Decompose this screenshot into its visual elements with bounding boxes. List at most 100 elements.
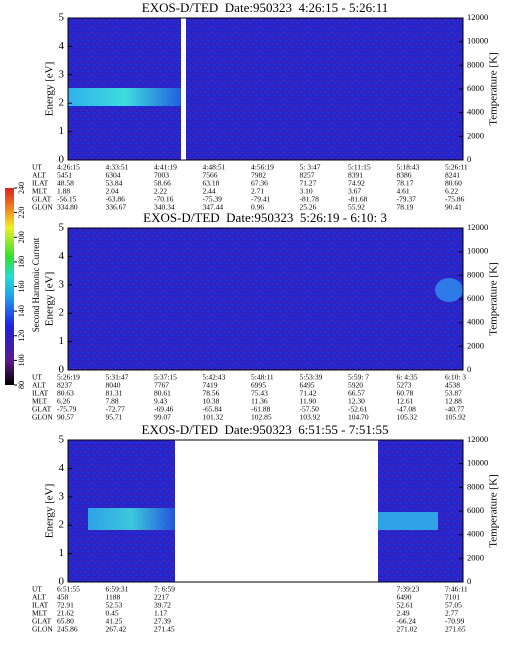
ephemeris-label: ILAT: [32, 601, 49, 610]
ephemeris-value: 7566: [203, 171, 218, 180]
ephemeris-value: 5:26:19: [57, 373, 80, 382]
y2-tick-label: 2000: [467, 552, 484, 562]
ephemeris-value: 71.27: [300, 179, 317, 188]
y-tick-label: 0: [59, 576, 65, 588]
colorbar-tick-label: 220: [17, 207, 26, 219]
colorbar-tick-label: 120: [17, 330, 26, 342]
ephemeris-value: 80.61: [154, 389, 171, 398]
ephemeris-value: 105.92: [445, 413, 466, 422]
ephemeris-value: 6.22: [445, 187, 458, 196]
y-tick-label: 3: [59, 490, 65, 502]
ephemeris-value: 21.62: [57, 609, 74, 618]
ephemeris-value: 2.49: [397, 609, 410, 618]
ephemeris-value: 4:41:19: [154, 163, 177, 172]
ephemeris-value: 7:39:23: [397, 585, 420, 594]
ephemeris-value: 10.38: [203, 397, 220, 406]
ephemeris-value: 7982: [251, 171, 266, 180]
ephemeris-value: 99.07: [154, 413, 171, 422]
ephemeris-value: 66.57: [348, 389, 365, 398]
ephemeris-value: 78.19: [397, 203, 414, 212]
ephemeris-value: 5:37:15: [154, 373, 177, 382]
ephemeris-value: 55.92: [348, 203, 365, 212]
ephemeris-value: 2.44: [203, 187, 216, 196]
y2-tick-label: 8000: [467, 269, 484, 279]
ephemeris-value: 6:51:55: [57, 585, 80, 594]
ephemeris-value: 4:56:19: [251, 163, 274, 172]
ephemeris-value: 8386: [397, 171, 412, 180]
ephemeris-value: 81.31: [106, 389, 123, 398]
ephemeris-value: 336.67: [106, 203, 127, 212]
spectrogram: [68, 228, 463, 370]
y2-tick-label: 4000: [467, 529, 484, 539]
ephemeris-value: -79.41: [251, 195, 271, 204]
colorbar-tick-label: 140: [17, 305, 26, 317]
y-tick-label: 1: [59, 547, 65, 559]
ephemeris-value: -70.99: [445, 617, 465, 626]
ephemeris-value: 7767: [154, 381, 169, 390]
y-tick-label: 4: [59, 462, 65, 474]
ephemeris-value: 57.05: [445, 601, 462, 610]
y2-tick-label: 12000: [467, 12, 488, 22]
ephemeris-value: 5273: [397, 381, 412, 390]
y-tick-label: 2: [59, 519, 65, 531]
ephemeris-value: 3.67: [348, 187, 361, 196]
y2-tick-label: 0: [467, 154, 471, 164]
ephemeris-value: 101.32: [203, 413, 224, 422]
ephemeris-value: 52.61: [397, 601, 414, 610]
ephemeris-label: ILAT: [32, 389, 49, 398]
ephemeris-value: 2.22: [154, 187, 167, 196]
colorbar-tick-label: 200: [17, 231, 26, 243]
y-tick-label: 0: [59, 364, 65, 376]
ephemeris-label: MLT: [32, 609, 48, 618]
panel-title: EXOS-D/TED Date:950323 6:51:55 - 7:51:55: [142, 422, 389, 437]
spectrogram-blob: [435, 278, 463, 302]
panel-title: EXOS-D/TED Date:950323 5:26:19 - 6:10: 3: [143, 210, 387, 225]
ephemeris-value: 5:42:43: [203, 373, 226, 382]
y2-tick-label: 2000: [467, 130, 484, 140]
ephemeris-value: 271.02: [397, 625, 418, 634]
ephemeris-value: -56.15: [57, 195, 77, 204]
y2-tick-label: 12000: [467, 222, 488, 232]
y-tick-label: 5: [59, 12, 65, 24]
ephemeris-value: 1188: [106, 593, 121, 602]
ephemeris-value: -72.77: [106, 405, 126, 414]
ephemeris-value: 6490: [397, 593, 412, 602]
ephemeris-value: 8257: [300, 171, 315, 180]
y-axis-label: Energy [eV]: [44, 484, 56, 538]
ephemeris-value: 102.85: [251, 413, 272, 422]
ephemeris-value: 90.41: [445, 203, 462, 212]
ephemeris-value: 6.26: [57, 397, 70, 406]
ephemeris-label: MLT: [32, 397, 48, 406]
ephemeris-value: 4538: [445, 381, 460, 390]
ephemeris-value: -75.39: [203, 195, 223, 204]
ephemeris-value: 7419: [203, 381, 218, 390]
ephemeris-value: 9.43: [154, 397, 167, 406]
y2-tick-label: 10000: [467, 458, 488, 468]
y2-tick-label: 10000: [467, 36, 488, 46]
ephemeris-label: GLON: [32, 203, 53, 212]
ephemeris-value: -57.50: [300, 405, 320, 414]
ephemeris-value: 6:10: 3: [445, 373, 466, 382]
y2-tick-label: 6000: [467, 293, 484, 303]
spectrogram-band: [378, 512, 438, 530]
ephemeris-value: 67.36: [251, 179, 268, 188]
ephemeris-value: 39.72: [154, 601, 171, 610]
y-tick-label: 2: [59, 307, 65, 319]
y2-tick-label: 8000: [467, 59, 484, 69]
y-tick-label: 0: [59, 154, 65, 166]
y-axis-label: Energy [eV]: [44, 62, 56, 116]
ephemeris-value: -75.86: [445, 195, 465, 204]
ephemeris-value: -65.84: [203, 405, 223, 414]
ephemeris-value: -61.88: [251, 405, 271, 414]
ephemeris-value: 48.58: [57, 179, 74, 188]
y-tick-label: 4: [59, 250, 65, 262]
ephemeris-value: 2.77: [445, 609, 458, 618]
colorbar-tick-label: 80: [17, 381, 26, 389]
ephemeris-value: 4:26:15: [57, 163, 80, 172]
ephemeris-value: 245.86: [57, 625, 78, 634]
ephemeris-value: -81.78: [300, 195, 320, 204]
ephemeris-value: 71.42: [300, 389, 317, 398]
ephemeris-label: GLAT: [32, 617, 52, 626]
colorbar-tick-label: 100: [17, 354, 26, 366]
